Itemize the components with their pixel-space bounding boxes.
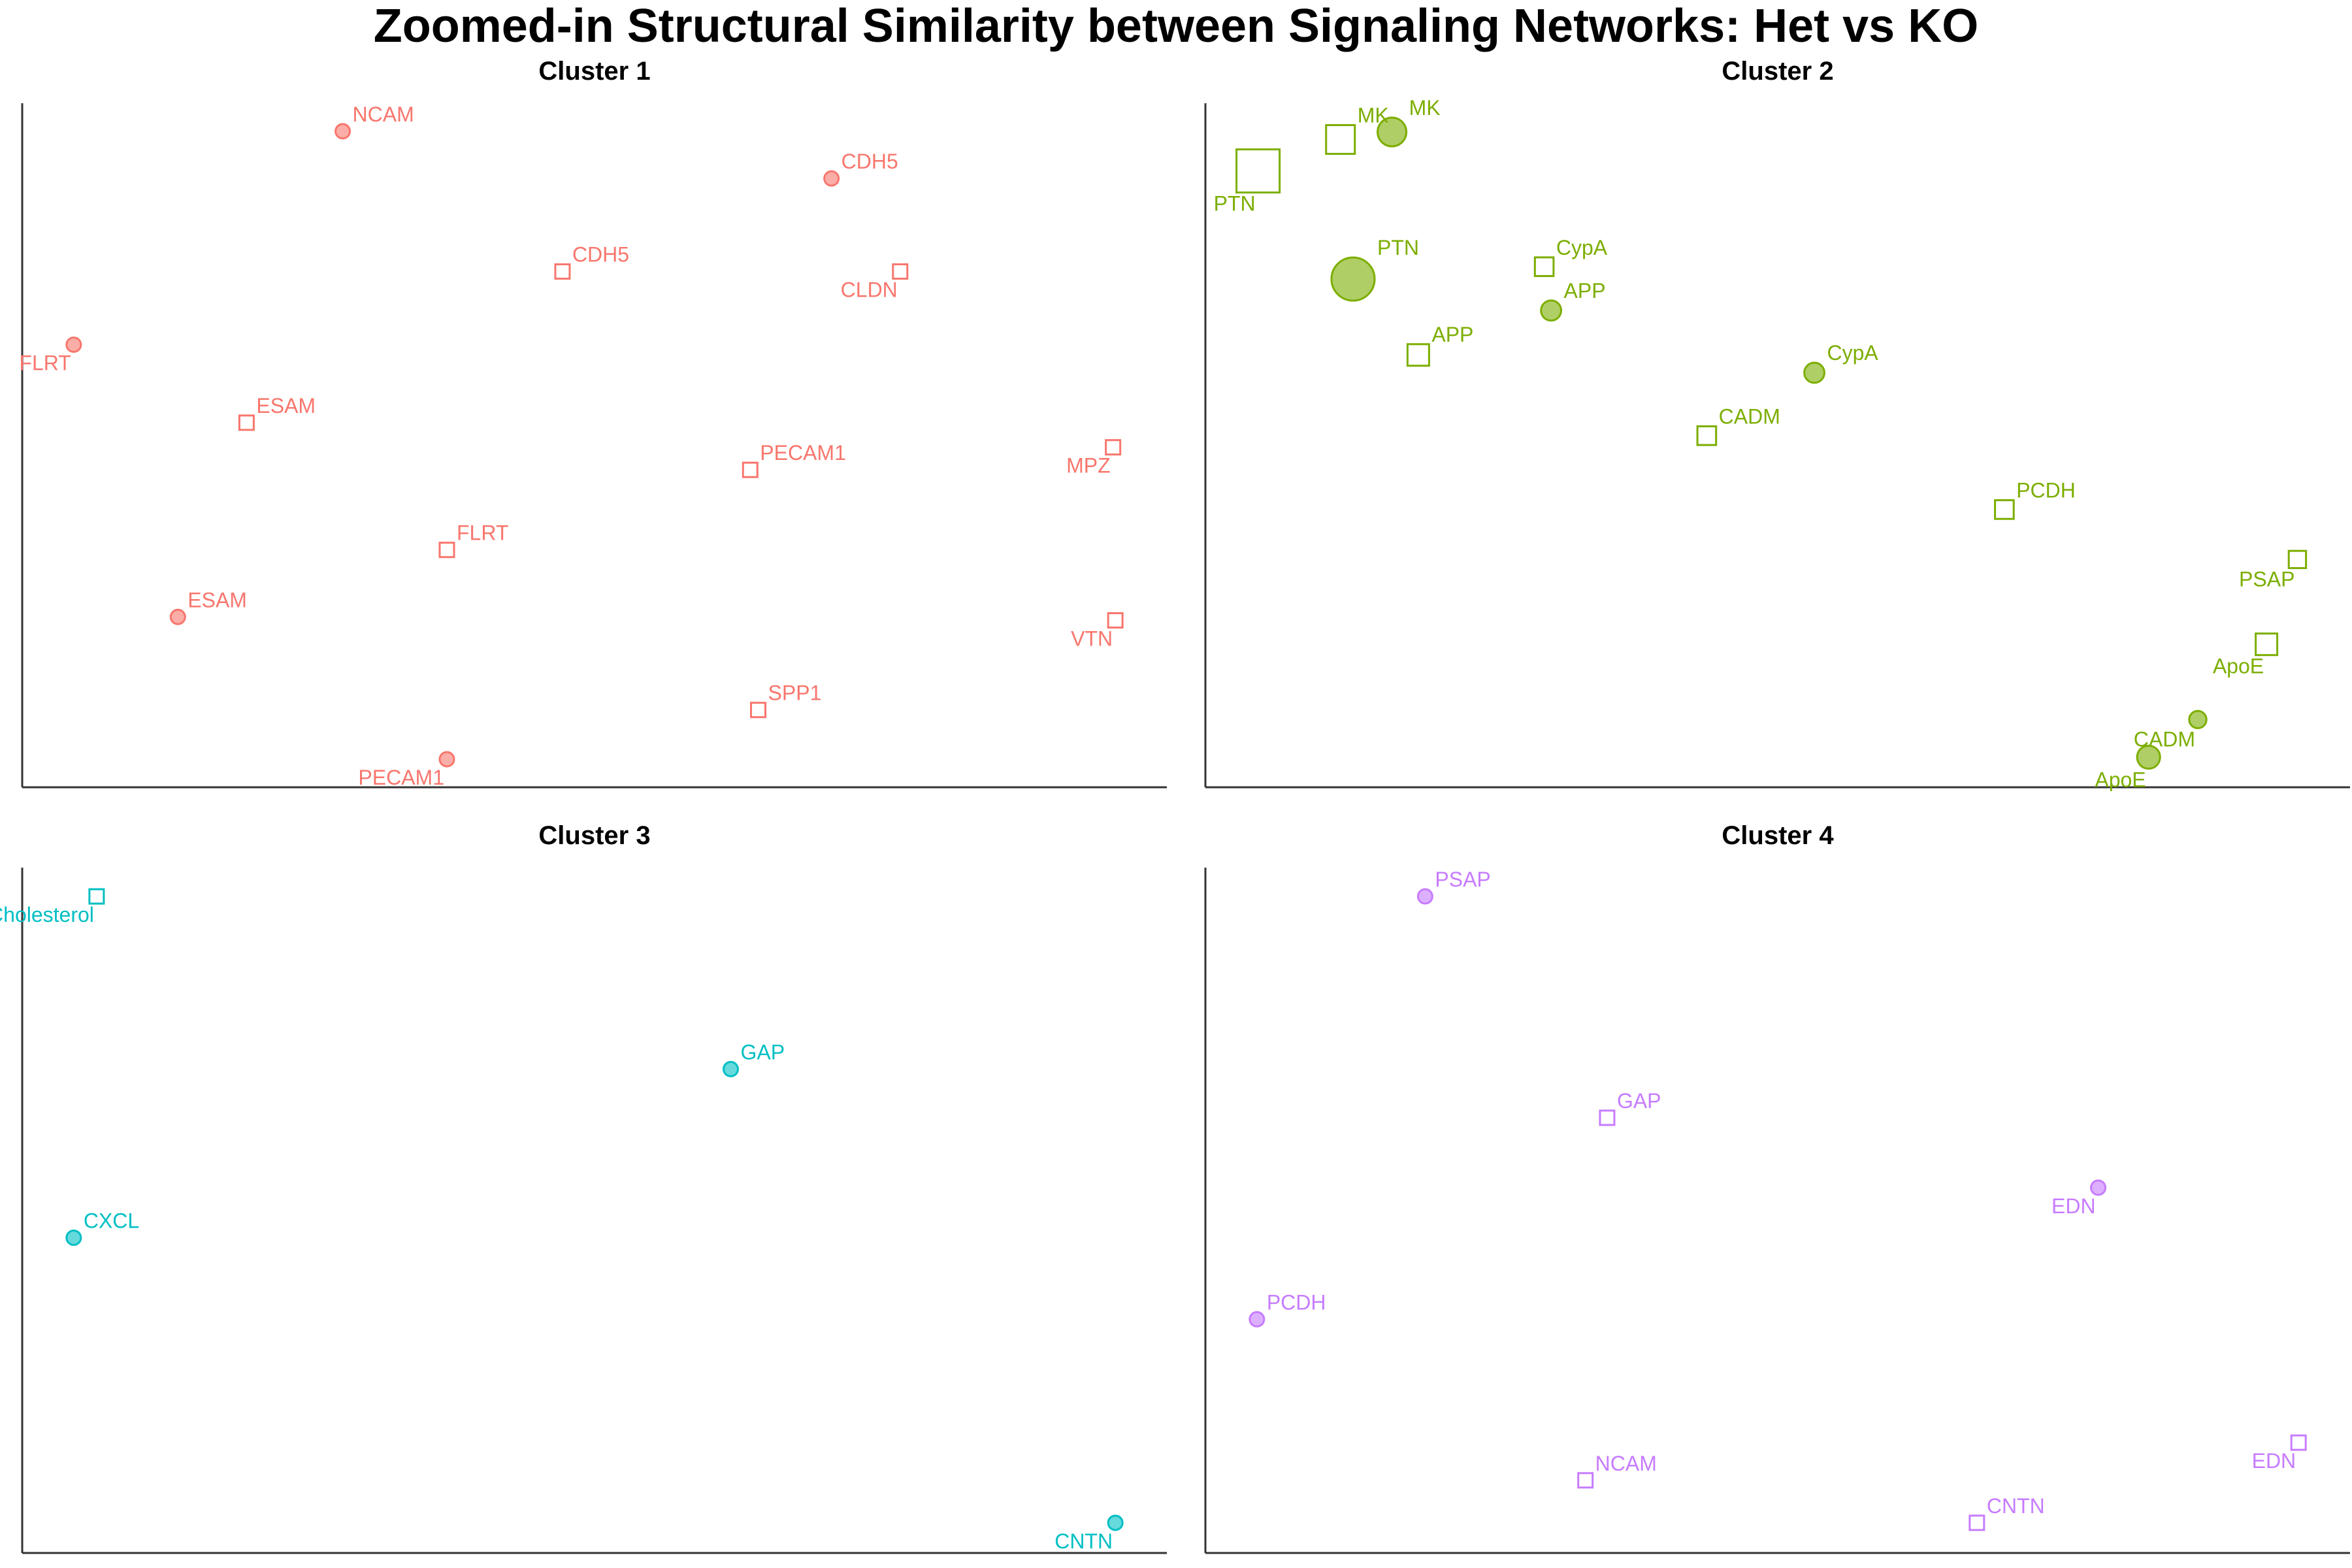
- het-point: [1416, 888, 1433, 905]
- panel-title: Cluster 2: [1722, 57, 1833, 86]
- point-label: FLRT: [19, 351, 71, 375]
- point-label: PCDH: [1267, 1290, 1326, 1314]
- point-label: PECAM1: [358, 766, 444, 789]
- panel-title: Cluster 4: [1722, 821, 1834, 850]
- point-label: CDH5: [841, 150, 898, 173]
- ko-point: [750, 702, 767, 719]
- point-label: EDN: [2252, 1449, 2296, 1473]
- point-label: CNTN: [1987, 1494, 2045, 1518]
- het-point: [2136, 744, 2161, 770]
- ko-point: [1533, 256, 1555, 278]
- panel-cluster-1: Cluster 1 NCAM CDH5 FLRT ESAM PECAM1 CDH5 CLDN…: [19, 57, 1167, 789]
- ko-point: [554, 263, 571, 280]
- point-label: CDH5: [572, 243, 629, 267]
- ko-point: [1599, 1109, 1616, 1126]
- het-point: [169, 608, 186, 625]
- ko-point: [1406, 343, 1430, 367]
- het-point: [1330, 256, 1376, 302]
- point-label: PECAM1: [760, 441, 846, 465]
- het-point: [1540, 299, 1563, 322]
- ko-point: [2290, 1434, 2307, 1451]
- point-label: PTN: [1377, 236, 1419, 259]
- ko-point: [1235, 148, 1281, 194]
- panel-cluster-4: Cluster 4 PSAP EDN PCDH GAP EDN NCAM CNTN: [1204, 821, 2350, 1554]
- ko-point: [1994, 499, 2015, 520]
- ko-point: [2255, 632, 2279, 657]
- point-label: CXCL: [84, 1209, 139, 1232]
- het-point: [1107, 1514, 1124, 1531]
- het-point: [722, 1060, 739, 1077]
- point-label: APP: [1431, 323, 1473, 346]
- ko-point: [892, 263, 909, 280]
- chart-title: Zoomed-in Structural Similarity between …: [373, 0, 1979, 52]
- het-point: [65, 336, 82, 353]
- ko-point: [1968, 1514, 1985, 1531]
- het-point: [823, 170, 840, 187]
- het-point: [65, 1229, 82, 1246]
- point-label: ApoE: [2213, 655, 2264, 678]
- het-point: [1803, 361, 1825, 384]
- point-label: ESAM: [256, 394, 316, 417]
- point-label: PSAP: [1435, 868, 1490, 891]
- panel-title: Cluster 1: [538, 57, 650, 86]
- het-point: [2090, 1179, 2107, 1196]
- point-label: EDN: [2051, 1194, 2096, 1218]
- point-label: Cholesterol: [0, 903, 94, 926]
- point-label: GAP: [740, 1040, 785, 1064]
- ko-point: [1577, 1472, 1594, 1489]
- point-label: PCDH: [2016, 479, 2076, 502]
- point-label: VTN: [1071, 627, 1113, 651]
- point-label: MK: [1409, 96, 1441, 120]
- het-point: [1377, 116, 1408, 148]
- ko-point: [1325, 123, 1356, 155]
- het-point: [2188, 710, 2208, 730]
- panel-cluster-3: Cluster 3 GAP CXCL CNTN Cholesterol: [0, 821, 1167, 1554]
- point-label: SPP1: [768, 681, 822, 705]
- het-point: [1249, 1311, 1266, 1328]
- point-label: CypA: [1827, 341, 1878, 365]
- het-point: [335, 123, 351, 140]
- ko-point: [88, 888, 105, 905]
- point-label: NCAM: [353, 103, 414, 126]
- point-label: FLRT: [457, 521, 508, 545]
- ko-point: [1105, 439, 1122, 456]
- point-label: NCAM: [1595, 1452, 1657, 1475]
- ko-point: [1696, 425, 1718, 446]
- panel-title: Cluster 3: [538, 821, 650, 850]
- point-label: ESAM: [188, 588, 247, 612]
- point-label: MK: [1358, 103, 1389, 127]
- point-label: MPZ: [1066, 454, 1111, 478]
- point-label: ApoE: [2095, 768, 2146, 792]
- point-label: CADM: [1719, 405, 1780, 429]
- point-label: CNTN: [1054, 1529, 1113, 1553]
- point-label: APP: [1564, 279, 1606, 302]
- ko-point: [742, 461, 759, 478]
- ko-point: [238, 414, 255, 431]
- ko-point: [1107, 612, 1124, 629]
- ko-point: [438, 542, 455, 559]
- het-point: [438, 751, 455, 768]
- panel-cluster-2: Cluster 2 MK PTN APP CypA CADM ApoE PTN MK CypA A…: [1204, 57, 2350, 792]
- point-label: CLDN: [841, 278, 898, 302]
- point-label: PSAP: [2239, 568, 2295, 591]
- point-label: GAP: [1617, 1089, 1661, 1113]
- point-label: CypA: [1556, 236, 1608, 259]
- ko-point: [2287, 549, 2308, 570]
- point-label: PTN: [1214, 192, 1256, 216]
